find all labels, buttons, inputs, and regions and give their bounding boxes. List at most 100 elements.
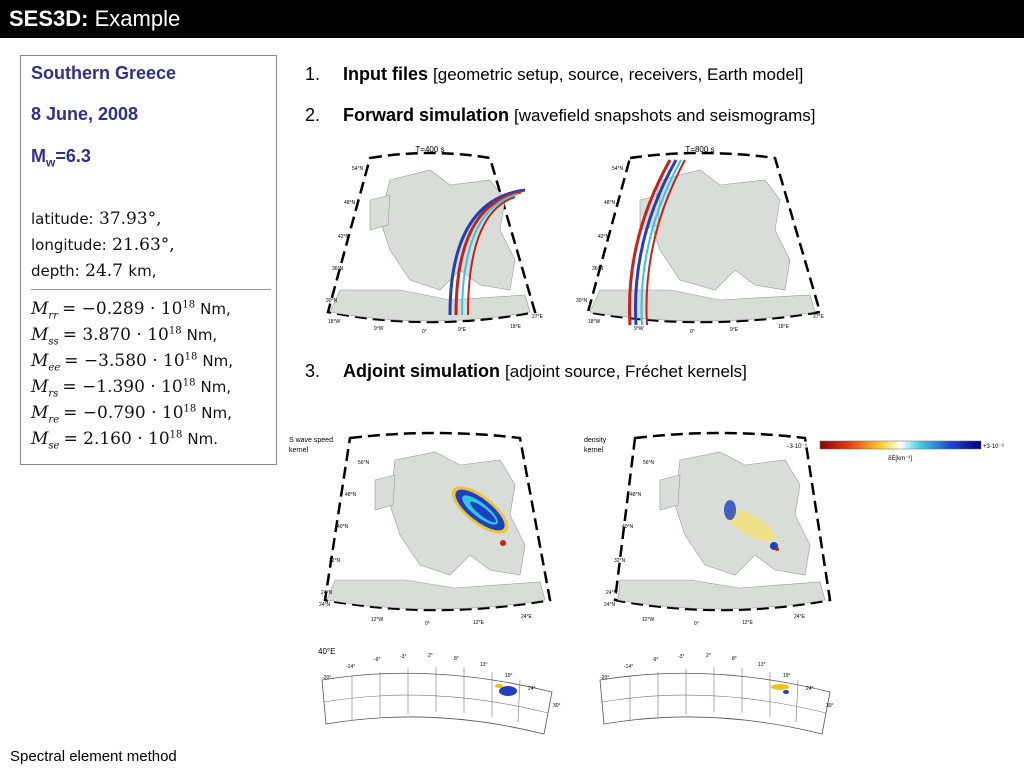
moment-tensor-row: Mse = 2.160 · 1018 Nm. — [31, 429, 218, 451]
section-top-label: 2° — [428, 653, 433, 659]
event-info-box: Southern Greece 8 June, 2008 Mw=6.3 lati… — [20, 55, 277, 465]
slide-title-rest: Example — [94, 6, 181, 31]
tensor-symbol: M — [31, 325, 49, 345]
forward-map-400s: T=400 s 54°N 48°N 42°N 36°N 30°N 18°W 9°… — [310, 140, 550, 335]
lon-label: 12°W — [642, 617, 655, 623]
section-top-label: -14° — [346, 664, 355, 670]
lon-label: 9°W — [634, 326, 644, 332]
section-side-label: -20° — [600, 675, 609, 681]
tensor-unit: Nm, — [200, 378, 232, 396]
tensor-unit: Nm, — [200, 300, 231, 318]
lat-label: 42°N — [338, 234, 350, 240]
cross-section-corner-label: 40°E — [318, 647, 335, 656]
kernel-title-line1: S wave speed — [289, 437, 333, 444]
kernel-title-line2: kernel — [584, 447, 604, 454]
lat-label: 24°N — [606, 590, 618, 596]
step-description: [geometric setup, source, receivers, Ear… — [433, 65, 804, 84]
section-top-label: -3° — [678, 654, 684, 660]
forward-map-400s-figure: T=400 s 54°N 48°N 42°N 36°N 30°N 18°W 9°… — [326, 145, 544, 335]
moment-tensor-row: Mrs = −1.390 · 1018 Nm, — [31, 377, 231, 399]
tensor-symbol: M — [31, 377, 49, 397]
lon-label: 24°E — [521, 614, 533, 620]
section-top-label: 24° — [528, 686, 536, 692]
lon-label: 18°E — [778, 324, 790, 330]
section-side-label: 30° — [553, 703, 561, 709]
lat-label: 24°N — [604, 602, 616, 608]
lon-label: 12°E — [742, 620, 754, 626]
step-number: 2. — [305, 105, 321, 125]
event-magnitude: Mw=6.3 — [31, 146, 91, 170]
section-top-label: 13° — [758, 662, 766, 668]
info-divider — [31, 289, 271, 290]
tensor-exponent: 18 — [168, 325, 182, 337]
moment-tensor-row: Mee = −3.580 · 1018 Nm, — [31, 351, 233, 373]
moment-tensor-row: Mre = −0.790 · 1018 Nm, — [31, 403, 232, 425]
section-side-label: -20° — [322, 675, 331, 681]
tensor-subscript: se — [48, 440, 60, 452]
lat-label: 24°N — [319, 602, 331, 608]
tensor-subscript: ee — [48, 362, 61, 374]
kernel-colorbar: −3·10⁻⁹ +3·10⁻⁹ δE[km⁻³] — [784, 438, 1019, 466]
lon-label: 24°E — [794, 614, 806, 620]
step-number: 1. — [305, 64, 321, 84]
forward-map-800s: T=800 s 54°N 48°N 42°N 36°N 30°N 18°W 9°… — [570, 140, 830, 335]
depth-label: depth: — [31, 262, 80, 280]
tensor-exponent: 18 — [182, 377, 196, 389]
lat-label: 48°N — [630, 492, 642, 498]
kernel-map-s-wave: S wave speed kernel 56°N 48°N 40°N 32°N … — [285, 430, 560, 630]
lat-label: 54°N — [352, 166, 364, 172]
depth-unit: km, — [128, 262, 157, 280]
lon-label: 0° — [690, 329, 695, 335]
colorbar-min-label: −3·10⁻⁹ — [786, 443, 808, 450]
section-top-label: 2° — [706, 653, 711, 659]
kernel-colorbar-figure: −3·10⁻⁹ +3·10⁻⁹ δE[km⁻³] — [786, 440, 1005, 462]
tensor-coefficient: = 2.160 · 10 — [63, 429, 170, 449]
cross-section-right-figure: -14° -9° -3° 2° 8° 13° 19° 24° -20° 30° — [599, 653, 834, 735]
lat-label: 30°N — [576, 298, 588, 304]
kernel-map-density: density kernel 56°N 48°N 40°N 32°N 24°N … — [580, 430, 840, 630]
lon-label: 27°E — [532, 314, 544, 320]
kernel-title-line2: kernel — [289, 447, 309, 454]
lon-label: 27°E — [813, 314, 825, 320]
step-title: Adjoint simulation — [343, 361, 500, 381]
tensor-subscript: re — [48, 414, 60, 426]
cross-section-right: -14° -9° -3° 2° 8° 13° 19° 24° -20° 30° — [590, 642, 840, 738]
lat-label: 48°N — [604, 200, 616, 206]
tensor-symbol: M — [31, 403, 49, 423]
magnitude-value: =6.3 — [55, 146, 91, 166]
tensor-symbol: M — [31, 429, 49, 449]
section-top-label: 19° — [783, 673, 791, 679]
cross-section-left: 40°E -14° -9° -3° 2° 8° 13° 19° 24° -20°… — [312, 642, 562, 738]
tensor-unit: Nm, — [186, 326, 218, 344]
tensor-subscript: rr — [48, 310, 58, 322]
map-title: T=400 s — [415, 145, 444, 154]
lon-label: 0° — [694, 621, 699, 627]
tensor-coefficient: = −0.289 · 10 — [61, 299, 183, 319]
moment-tensor-row: Mss = 3.870 · 1018 Nm, — [31, 325, 217, 347]
longitude-label: longitude: — [31, 236, 107, 254]
latitude-label: latitude: — [31, 210, 94, 228]
moment-tensor-row: Mrr = −0.289 · 1018 Nm, — [31, 299, 231, 321]
colorbar-gradient — [819, 440, 982, 450]
lon-label: 12°W — [371, 617, 384, 623]
magnitude-subscript: w — [46, 155, 56, 170]
section-top-label: -14° — [624, 664, 633, 670]
lat-label: 40°N — [622, 524, 634, 530]
lat-label: 32°N — [614, 558, 626, 564]
lon-label: 0° — [422, 329, 427, 335]
tensor-coefficient: = −0.790 · 10 — [63, 403, 184, 423]
tensor-exponent: 18 — [169, 429, 183, 441]
tensor-exponent: 18 — [183, 403, 197, 415]
slide-title-bold: SES3D: — [9, 6, 89, 31]
lat-label: 42°N — [598, 234, 610, 240]
lon-label: 9°E — [730, 327, 739, 333]
section-top-label: 19° — [505, 673, 513, 679]
slide-title-bar: SES3D: Example — [0, 0, 1024, 38]
section-top-label: -9° — [374, 657, 380, 663]
section-top-label: 8° — [454, 656, 459, 662]
tensor-coefficient: = −1.390 · 10 — [62, 377, 183, 397]
step-title: Forward simulation — [343, 105, 510, 125]
section-top-label: 24° — [806, 686, 814, 692]
magnitude-symbol: M — [31, 146, 46, 166]
lat-label: 36°N — [592, 266, 604, 272]
